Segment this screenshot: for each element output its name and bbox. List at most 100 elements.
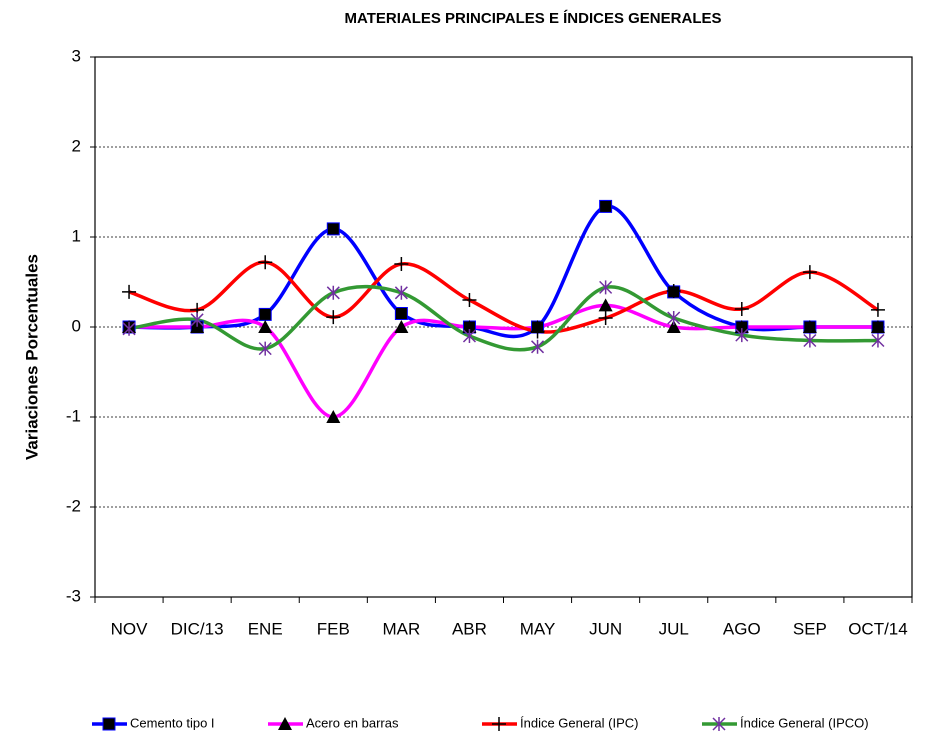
marker	[462, 293, 477, 307]
marker	[667, 311, 681, 325]
marker-shape	[802, 265, 817, 280]
chart-title: MATERIALES PRINCIPALES E ÍNDICES GENERAL…	[345, 10, 722, 27]
marker	[394, 257, 409, 271]
marker	[599, 280, 613, 295]
x-tick-label: JUL	[659, 619, 689, 638]
marker-shape	[492, 717, 506, 731]
marker-shape	[122, 284, 137, 299]
marker-shape	[870, 302, 885, 317]
marker	[666, 284, 681, 298]
legend-label: Índice General (IPCO)	[740, 715, 869, 730]
marker-shape	[598, 298, 613, 312]
marker-shape	[599, 199, 613, 213]
marker-shape	[190, 312, 204, 327]
marker	[598, 298, 613, 312]
marker-shape	[394, 285, 408, 300]
marker	[802, 265, 817, 280]
y-tick-label: 0	[72, 316, 81, 335]
marker-shape	[712, 717, 726, 731]
marker-shape	[326, 285, 340, 300]
x-tick-label: AGO	[723, 619, 761, 638]
marker-shape	[462, 320, 477, 333]
marker-shape	[530, 324, 545, 339]
marker	[870, 302, 885, 317]
marker-shape	[735, 328, 749, 343]
marker-shape	[734, 320, 749, 333]
marker	[122, 321, 136, 336]
marker	[394, 285, 408, 300]
marker-shape	[871, 333, 885, 348]
marker	[734, 302, 749, 316]
marker-shape	[803, 333, 817, 348]
marker	[394, 320, 409, 333]
marker	[870, 320, 885, 333]
marker-shape	[102, 717, 116, 731]
marker	[803, 333, 817, 348]
marker-shape	[326, 222, 340, 236]
marker	[666, 320, 681, 333]
marker-shape	[326, 310, 341, 325]
marker	[326, 410, 341, 423]
x-tick-label: FEB	[317, 619, 350, 638]
y-tick-label: 2	[72, 136, 81, 155]
marker-shape	[531, 339, 545, 354]
marker	[258, 255, 273, 270]
marker-shape	[802, 320, 817, 333]
x-tick-label: ENE	[248, 619, 283, 638]
y-tick-label: 1	[72, 226, 81, 245]
legend-label: Índice General (IPC)	[520, 715, 639, 730]
y-tick-label: 3	[72, 46, 81, 65]
y-tick-label: -2	[66, 496, 81, 515]
marker-shape	[278, 717, 292, 730]
x-tick-label: MAR	[382, 619, 420, 638]
marker-shape	[258, 307, 272, 321]
marker-shape	[258, 255, 273, 270]
legend-label: Cemento tipo I	[130, 715, 215, 730]
marker	[102, 717, 116, 731]
marker-shape	[122, 321, 136, 336]
x-tick-label: NOV	[111, 619, 149, 638]
legend-label: Acero en barras	[306, 715, 399, 730]
marker	[871, 333, 885, 348]
marker-shape	[394, 320, 409, 333]
marker-shape	[326, 410, 341, 423]
y-tick-label: -3	[66, 586, 81, 605]
marker-shape	[394, 257, 409, 271]
x-tick-label: JUN	[589, 619, 622, 638]
marker-shape	[666, 284, 681, 298]
marker	[190, 312, 204, 327]
marker	[462, 329, 476, 343]
marker	[278, 717, 292, 730]
marker	[122, 284, 137, 299]
marker	[734, 320, 749, 333]
marker	[599, 199, 613, 213]
x-tick-label: SEP	[793, 619, 827, 638]
y-axis-label: Variaciones Porcentuales	[22, 254, 41, 460]
marker-shape	[598, 311, 613, 325]
marker	[531, 339, 545, 354]
marker-shape	[462, 293, 477, 307]
marker	[735, 328, 749, 343]
marker	[712, 717, 726, 731]
marker-shape	[258, 341, 272, 356]
x-tick-label: DIC/13	[171, 619, 224, 638]
x-tick-label: MAY	[520, 619, 556, 638]
marker	[492, 717, 506, 731]
marker	[394, 307, 408, 320]
marker-shape	[258, 320, 273, 333]
marker-shape	[666, 320, 681, 333]
y-tick-label: -1	[66, 406, 81, 425]
marker	[462, 320, 477, 333]
marker	[530, 324, 545, 339]
marker	[258, 320, 273, 333]
marker	[258, 307, 272, 321]
marker-shape	[394, 307, 408, 320]
marker	[326, 285, 340, 300]
marker	[326, 222, 340, 236]
x-tick-label: OCT/14	[848, 619, 908, 638]
series-line	[129, 303, 878, 419]
x-tick-label: ABR	[452, 619, 487, 638]
marker	[258, 341, 272, 356]
marker	[802, 320, 817, 333]
